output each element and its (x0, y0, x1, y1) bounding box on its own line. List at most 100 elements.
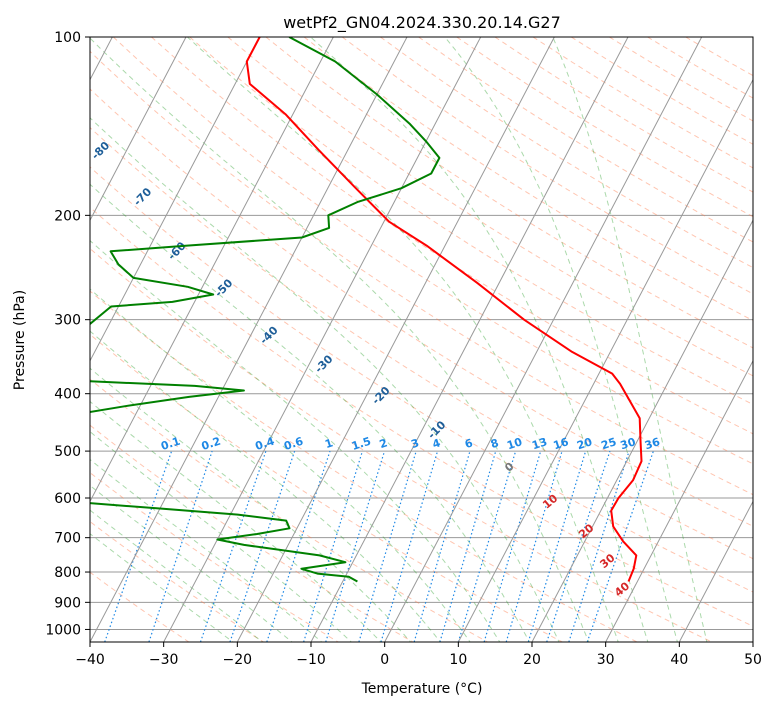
isotherm-line (90, 37, 187, 222)
mixing-ratio-line (303, 450, 363, 642)
mixing-ratio-line (413, 450, 471, 642)
isotherm-line (457, 78, 753, 642)
mixing-ratio-line (546, 450, 611, 642)
dry-adiabat-line (265, 37, 753, 349)
isotherm-line (90, 37, 334, 503)
mixing-ratio-label: 1 (323, 436, 334, 451)
plot-frame (89, 36, 754, 643)
moist-adiabat-line (90, 330, 442, 642)
mixing-ratio-line (527, 450, 587, 642)
isotherm-line (531, 219, 753, 642)
moist-adiabat-line (90, 458, 323, 642)
mixing-ratio-line (586, 450, 654, 642)
mixing-ratio-label: 13 (530, 435, 549, 452)
mixing-ratio-label: 2 (378, 436, 389, 451)
y-tick-label: 200 (54, 208, 81, 224)
dry-adiabat-line (90, 126, 753, 560)
x-tick-label: 20 (523, 652, 541, 668)
mixing-ratio-line (568, 450, 630, 642)
mixing-ratio-line (266, 450, 331, 642)
isotherm-line (236, 37, 555, 642)
mixing-ratio-label: 25 (600, 435, 619, 452)
mixing-ratio-line (457, 450, 517, 642)
moist-adiabat-line (552, 37, 708, 642)
moist-adiabat-line (90, 288, 471, 642)
y-tick-label: 500 (54, 444, 81, 460)
mixing-ratio-label: 8 (489, 436, 500, 451)
y-tick-label: 100 (54, 30, 81, 46)
x-tick-label: 0 (380, 652, 389, 668)
isotherm-line (678, 500, 753, 642)
mixing-ratio-line (380, 450, 439, 642)
mixing-ratio-line (483, 450, 542, 642)
dry-adiabat-line (303, 37, 753, 322)
x-axis-label: Temperature (°C) (361, 681, 483, 697)
isotherm-line (90, 37, 261, 362)
isotherm-line (605, 359, 753, 642)
moist-adiabat-line (90, 367, 412, 642)
profile-series (90, 37, 643, 583)
x-tick-label: −10 (296, 652, 326, 668)
mixing-ratio-line (505, 450, 563, 642)
mixing-ratio-label: 1.5 (350, 435, 373, 453)
y-axis-label: Pressure (hPa) (12, 290, 28, 390)
chart-title: wetPf2_GN04.2024.330.20.14.G27 (283, 13, 561, 33)
moist-adiabat-line (90, 37, 590, 642)
dewpoint-profile-line (90, 37, 441, 583)
dry-adiabat-line (90, 333, 564, 642)
moist-adiabat-line (90, 183, 530, 642)
moist-adiabats (90, 37, 708, 642)
mixing-ratio-line (358, 450, 417, 642)
axes: −40 −30 −20 −10 0 10 20 30 40 5010020030040050060… (45, 30, 762, 668)
y-tick-label: 1000 (45, 622, 81, 638)
skewed-isotherms (90, 37, 753, 642)
dry-adiabat-line (90, 166, 753, 593)
x-tick-label: −30 (149, 652, 179, 668)
dry-adiabat-line (90, 206, 753, 627)
y-tick-label: 300 (54, 313, 81, 329)
mixing-ratio-label: 0.4 (254, 434, 277, 452)
mixing-ratio-label: 36 (643, 435, 662, 452)
isotherm-line (384, 37, 703, 642)
mixing-ratio-lines (104, 450, 654, 642)
mixing-ratio-label: 10 (505, 435, 524, 452)
y-tick-label: 600 (54, 491, 81, 507)
mixing-ratio-label: 0.6 (282, 434, 305, 452)
moist-adiabat-line (310, 37, 649, 642)
x-tick-label: 10 (449, 652, 467, 668)
moist-adiabat-line (90, 240, 501, 642)
dry-adiabats (90, 37, 753, 642)
mixing-ratio-line (199, 450, 267, 642)
moist-adiabat-line (90, 431, 353, 642)
mixing-ratio-label: 16 (552, 435, 571, 452)
x-tick-label: 30 (597, 652, 615, 668)
mixing-ratio-line (104, 450, 173, 642)
y-tick-label: 900 (54, 595, 81, 611)
mixing-ratio-line (148, 450, 213, 642)
isotherm-line (310, 37, 629, 642)
mixing-ratio-label: 30 (619, 435, 638, 452)
mixing-ratio-label: 0.1 (159, 435, 182, 453)
isotherm-line (163, 37, 482, 642)
temperature-profile-line (245, 37, 643, 582)
isotherm-line (90, 37, 408, 642)
dry-adiabat-line (90, 378, 489, 642)
moist-adiabat-line (187, 37, 619, 642)
x-tick-label: 50 (744, 652, 762, 668)
plot-area: 0.10.20.40.611.52346810131620253036-100-… (90, 37, 753, 642)
mixing-ratio-label: 0.2 (200, 435, 223, 453)
mixing-ratio-line (325, 450, 386, 642)
y-tick-label: 700 (54, 531, 81, 547)
mixing-ratio-label: 20 (575, 435, 594, 452)
mixing-ratio-label: 3 (409, 436, 420, 451)
mixing-ratio-label: 6 (463, 436, 475, 451)
x-tick-label: 40 (670, 652, 688, 668)
dry-adiabat-line (341, 37, 753, 295)
mixing-ratio-line (439, 450, 497, 642)
x-tick-label: −40 (75, 652, 105, 668)
moist-adiabat-line (90, 484, 293, 642)
dry-adiabat-line (90, 520, 265, 642)
y-tick-label: 800 (54, 565, 81, 581)
mixing-ratio-label: 4 (431, 436, 443, 451)
